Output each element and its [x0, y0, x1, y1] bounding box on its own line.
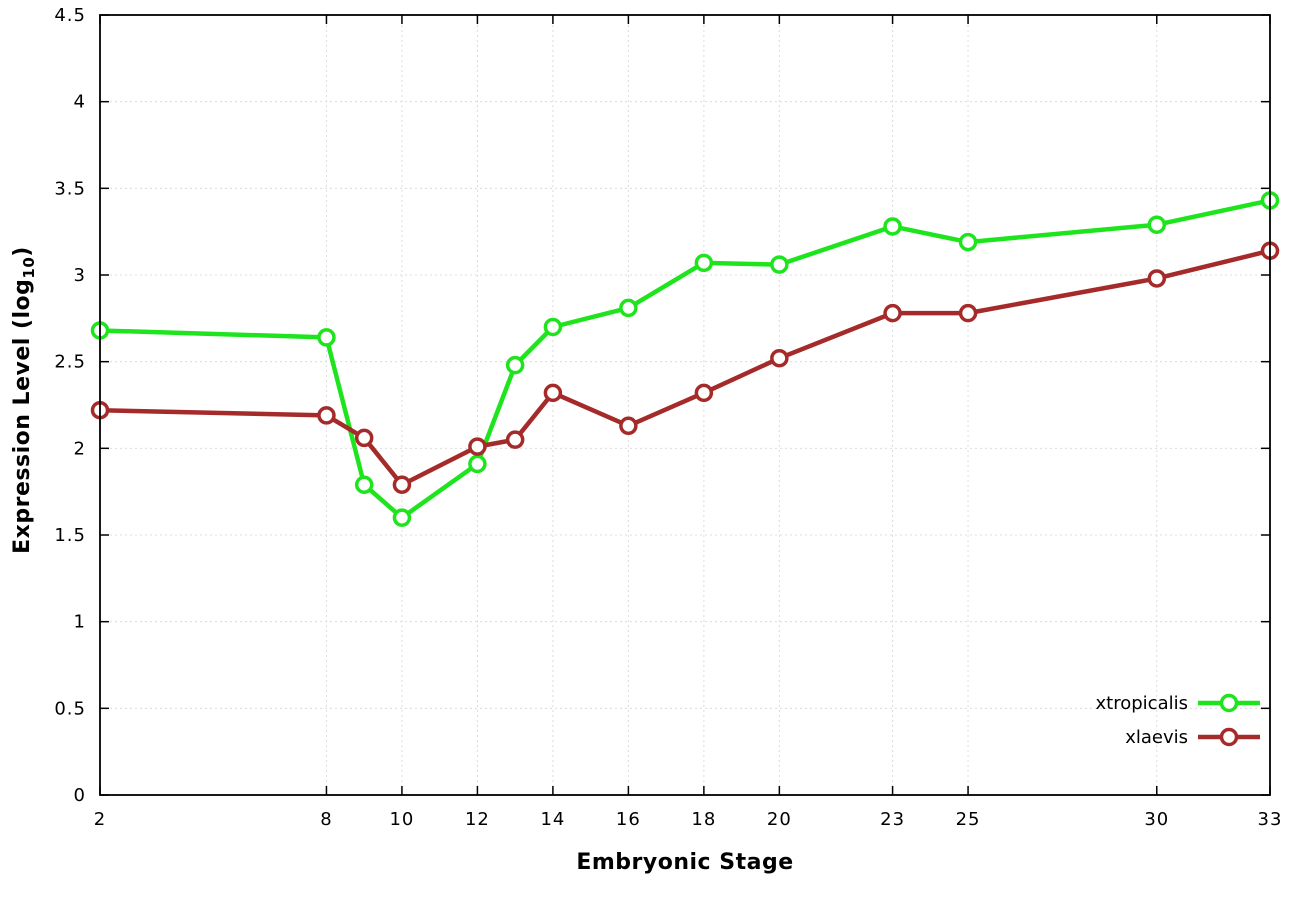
- data-point-xtropicalis: [392, 508, 412, 527]
- y-tick-label: 4.5: [54, 5, 86, 26]
- y-tick-label: 4: [74, 92, 86, 113]
- data-point-xlaevis: [694, 383, 714, 403]
- data-point-xtropicalis: [619, 298, 638, 318]
- data-point-xtropicalis: [468, 454, 487, 474]
- data-point-xlaevis: [619, 416, 638, 436]
- y-axis-title-suffix: ): [9, 246, 35, 257]
- data-point-xtropicalis: [317, 328, 336, 347]
- y-tick-label: 0: [74, 785, 86, 806]
- x-tick-label: 16: [616, 809, 641, 830]
- y-tick-label: 1.5: [54, 525, 86, 546]
- data-point-xlaevis: [468, 437, 487, 456]
- data-point-xlaevis: [543, 383, 563, 403]
- data-point-xtropicalis: [883, 217, 902, 236]
- x-axis-title: Embryonic Stage: [576, 850, 794, 875]
- legend-marker-xlaevis: [1219, 727, 1239, 747]
- y-tick-label: 3.5: [54, 178, 86, 199]
- legend-marker-xtropicalis: [1219, 693, 1239, 713]
- data-point-xlaevis: [770, 348, 789, 368]
- y-tick-label: 1: [74, 612, 86, 633]
- x-tick-label: 20: [767, 809, 792, 830]
- x-tick-label: 25: [956, 809, 981, 830]
- data-point-xtropicalis: [505, 355, 525, 375]
- y-axis-title: Expression Level (log10): [10, 246, 38, 554]
- x-tick-label: 23: [880, 809, 905, 830]
- x-tick-label: 2: [94, 809, 106, 830]
- data-point-xlaevis: [354, 428, 374, 448]
- x-tick-label: 33: [1258, 809, 1283, 830]
- y-axis-title-subscript: 10: [20, 256, 39, 279]
- data-point-xtropicalis: [1147, 215, 1167, 234]
- data-point-xtropicalis: [543, 317, 563, 337]
- series-line-xlaevis: [97, 248, 1273, 487]
- y-tick-label: 3: [74, 265, 86, 286]
- data-point-xlaevis: [505, 430, 525, 449]
- x-tick-label: 14: [540, 809, 565, 830]
- x-tick-label: 10: [389, 809, 414, 830]
- x-tick-label: 12: [465, 809, 490, 830]
- data-point-xtropicalis: [354, 475, 374, 494]
- data-point-xlaevis: [958, 303, 978, 323]
- x-tick-label: 8: [320, 809, 332, 830]
- y-tick-label: 0.5: [54, 698, 86, 719]
- data-point-xlaevis: [392, 475, 412, 494]
- y-tick-label: 2: [74, 438, 86, 459]
- x-tick-label: 18: [691, 809, 716, 830]
- legend-label-xlaevis: xlaevis: [1125, 727, 1188, 748]
- series-line-xtropicalis: [97, 198, 1273, 520]
- plot-border: [99, 14, 1271, 796]
- x-tick-label: 30: [1144, 809, 1169, 830]
- y-axis-title-text: Expression Level (log: [9, 278, 35, 554]
- data-point-xtropicalis: [694, 253, 714, 273]
- data-point-xtropicalis: [770, 255, 789, 274]
- data-point-xlaevis: [317, 406, 336, 425]
- data-point-xtropicalis: [958, 232, 978, 252]
- legend-label-xtropicalis: xtropicalis: [1096, 693, 1188, 714]
- y-tick-label: 2.5: [54, 352, 86, 373]
- data-point-xlaevis: [1147, 269, 1167, 288]
- data-point-xlaevis: [883, 303, 902, 323]
